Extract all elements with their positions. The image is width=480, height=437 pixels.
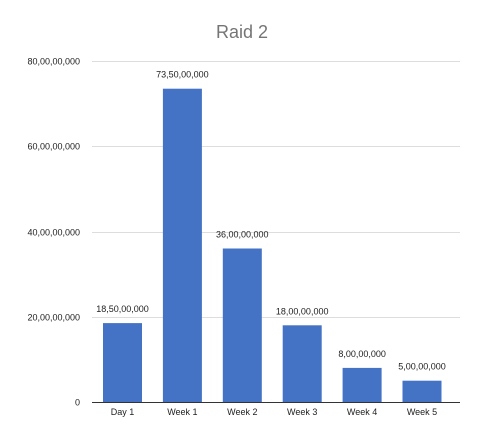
bar [402, 380, 442, 402]
x-tick-label: Week 3 [287, 407, 317, 417]
bar-value-label: 36,00,00,000 [216, 230, 269, 240]
x-tick-label: Week 4 [347, 407, 377, 417]
bar [222, 248, 262, 402]
x-tick-label: Day 1 [111, 407, 135, 417]
x-tick-label: Week 1 [167, 407, 197, 417]
data-labels: 18,50,00,000 73,50,00,000 36,00,00,000 18,0… [96, 70, 446, 372]
y-tick-label: 40,00,00,000 [27, 228, 80, 238]
gridlines [92, 61, 460, 403]
x-axis-tick-labels: Day 1 Week 1 Week 2 Week 3 Week 4 Week 5 [111, 407, 437, 417]
bar-value-label: 18,00,00,000 [276, 306, 329, 316]
y-tick-label: 80,00,00,000 [27, 57, 80, 67]
bar [162, 88, 202, 402]
bar-value-label: 5,00,00,000 [398, 362, 446, 372]
bars [103, 88, 442, 402]
y-tick-label: 60,00,00,000 [27, 142, 80, 152]
bar [103, 323, 142, 402]
bar [282, 325, 322, 402]
chart-title: Raid 2 [216, 22, 268, 42]
y-tick-label: 0 [75, 398, 80, 408]
x-tick-label: Week 2 [227, 407, 257, 417]
x-tick-label: Week 5 [407, 407, 437, 417]
bar-value-label: 18,50,00,000 [96, 304, 149, 314]
y-axis-tick-labels: 0 20,00,00,000 40,00,00,000 60,00,00,000 80,… [27, 57, 80, 408]
bar-value-label: 8,00,00,000 [338, 349, 386, 359]
bar [342, 367, 382, 402]
y-tick-label: 20,00,00,000 [27, 313, 80, 323]
bar-value-label: 73,50,00,000 [156, 70, 209, 80]
